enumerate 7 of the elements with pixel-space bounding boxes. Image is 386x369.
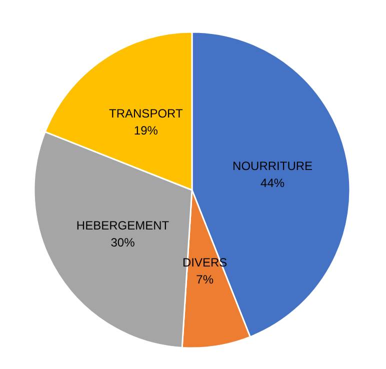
data-label: 44% xyxy=(260,176,285,190)
slice-label: NOURRITURE xyxy=(232,159,313,174)
data-label: 30% xyxy=(110,235,136,250)
slice-label: HEBERGEMENT xyxy=(76,218,170,232)
data-label: 19% xyxy=(134,124,158,138)
slice-label: TRANSPORT xyxy=(109,106,184,121)
data-label: 7% xyxy=(196,272,214,286)
